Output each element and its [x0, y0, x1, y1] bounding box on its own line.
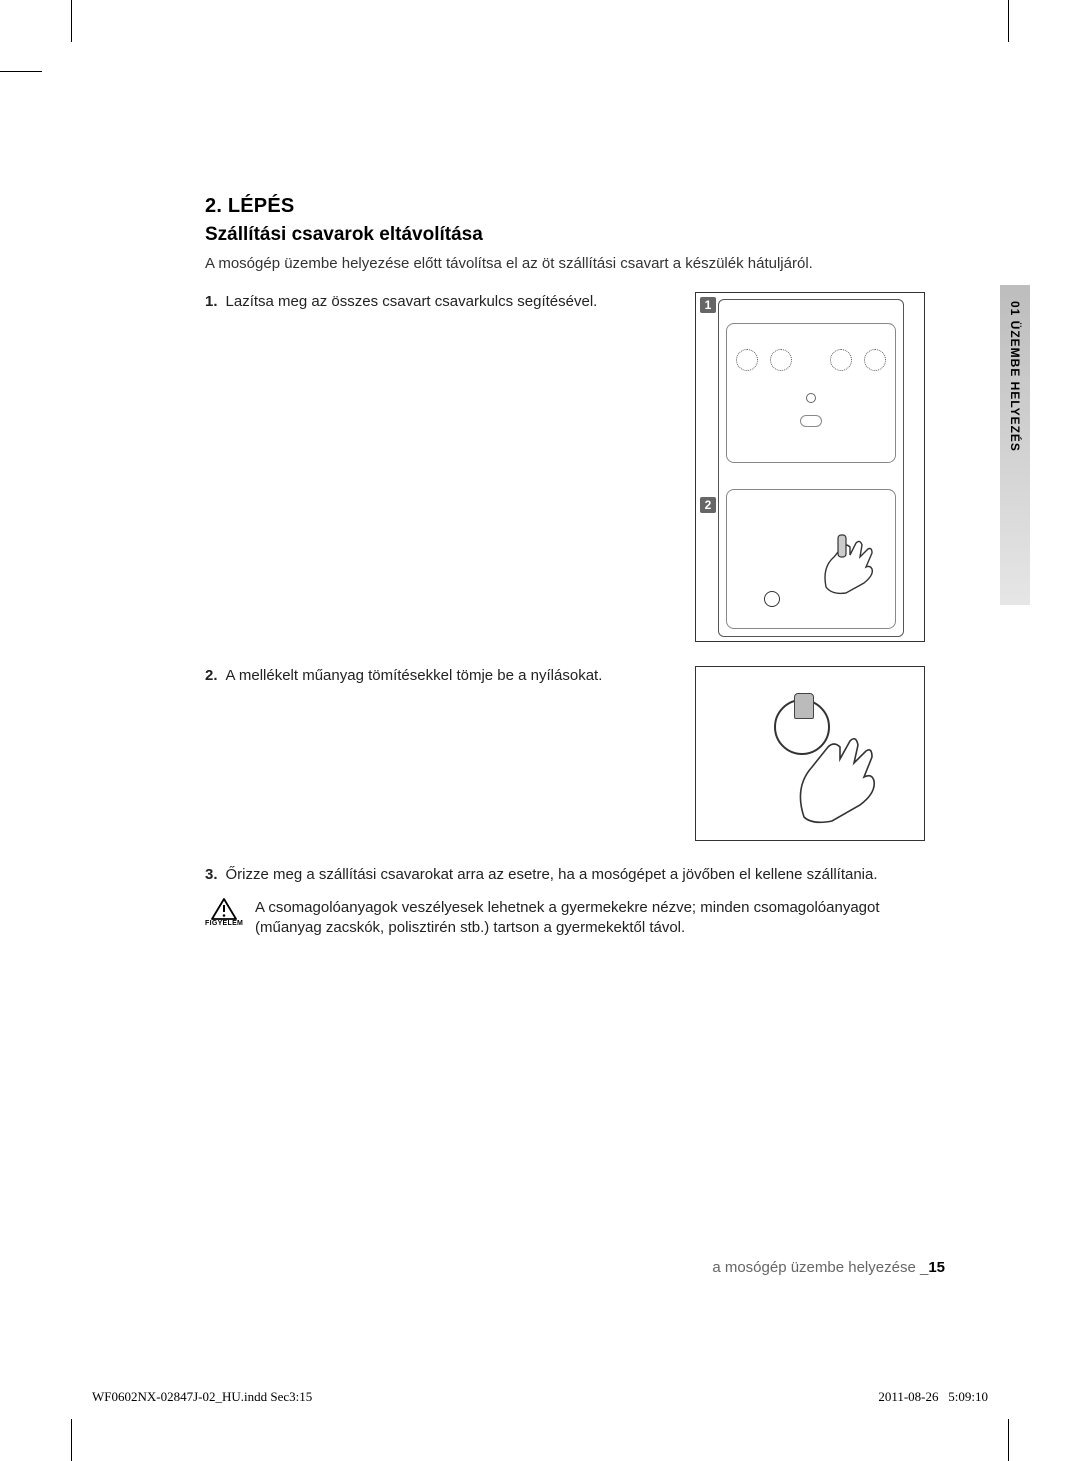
crop-mark: [0, 71, 42, 72]
step-2-body: A mellékelt műanyag tömítésekkel tömje b…: [226, 667, 603, 684]
hand-icon: [816, 527, 886, 597]
step-1-body: Lazítsa meg az összes csavart csavarkulc…: [226, 293, 598, 310]
footer-section: a mosógép üzembe helyezése _: [712, 1259, 928, 1276]
crop-mark: [1008, 1419, 1009, 1461]
step-2-num: 2.: [205, 667, 218, 684]
page-footer: a mosógép üzembe helyezése _15: [712, 1259, 945, 1276]
warning-icon-block: FIGYELEM: [205, 898, 243, 927]
intro-text: A mosógép üzembe helyezése előtt távolít…: [205, 254, 925, 274]
step-2-row: 2. A mellékelt műanyag tömítésekkel tömje…: [205, 666, 925, 841]
crop-mark: [1008, 0, 1009, 42]
warning-text: A csomagolóanyagok veszélyesek lehetnek …: [255, 898, 925, 939]
step-3-body: Őrizze meg a szállítási csavarokat arra …: [226, 866, 878, 883]
figure-2: [695, 666, 925, 841]
figure-1-badge-1: 1: [700, 297, 716, 313]
subtitle: Szállítási csavarok eltávolítása: [205, 224, 925, 246]
step-1-num: 1.: [205, 293, 218, 310]
print-file: WF0602NX-02847J-02_HU.indd Sec3:15: [92, 1389, 312, 1405]
warning-row: FIGYELEM A csomagolóanyagok veszélyesek …: [205, 898, 925, 939]
step-3-row: 3. Őrizze meg a szállítási csavarokat arr…: [205, 865, 925, 885]
side-tab: 01 ÜZEMBE HELYEZÉS: [1000, 285, 1030, 605]
slot-icon: [800, 415, 822, 427]
step-3-num: 3.: [205, 866, 218, 883]
footer-page-num: 15: [928, 1259, 945, 1276]
step-1-row: 1. Lazítsa meg az összes csavart csavarku…: [205, 292, 925, 642]
warning-triangle-icon: [205, 898, 243, 920]
step-2-text: 2. A mellékelt műanyag tömítésekkel tömje…: [205, 666, 677, 686]
figure-1-badge-2: 2: [700, 497, 716, 513]
page-content: 2. LÉPÉS Szállítási csavarok eltávolítás…: [205, 195, 925, 938]
print-footer: WF0602NX-02847J-02_HU.indd Sec3:15 2011-…: [92, 1389, 988, 1405]
hand-icon: [784, 707, 904, 832]
step-1-text: 1. Lazítsa meg az összes csavart csavarku…: [205, 292, 677, 312]
side-tab-label: 01 ÜZEMBE HELYEZÉS: [1008, 301, 1022, 452]
step-3-text: 3. Őrizze meg a szállítási csavarokat arr…: [205, 865, 925, 885]
step-heading: 2. LÉPÉS: [205, 195, 925, 218]
crop-mark: [71, 0, 72, 42]
print-datetime: 2011-08-26 5:09:10: [878, 1389, 988, 1405]
warning-label: FIGYELEM: [205, 920, 243, 927]
figure-1: 1 2: [695, 292, 925, 642]
crop-mark: [71, 1419, 72, 1461]
